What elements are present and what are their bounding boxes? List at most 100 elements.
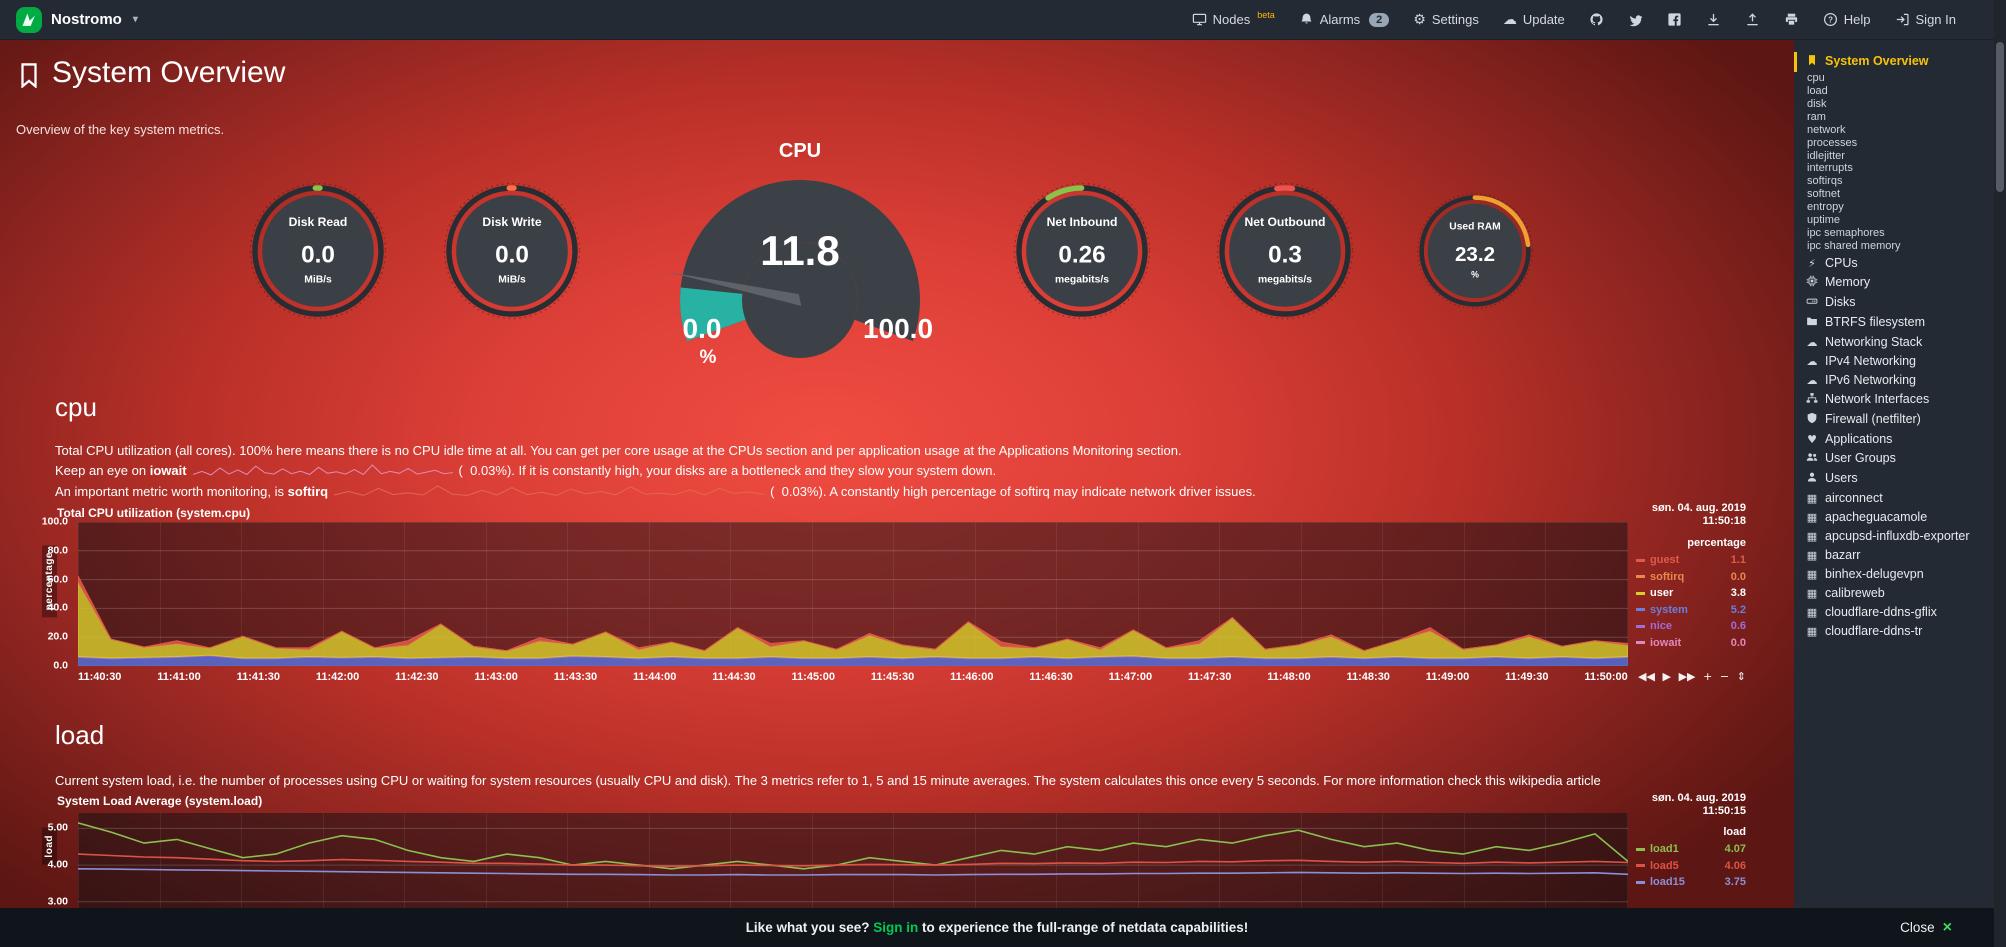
sidebar-item-disk[interactable]: disk — [1794, 98, 1994, 111]
sidebar-item-firewall-netfilter-[interactable]: Firewall (netfilter) — [1794, 410, 1994, 430]
facebook-button[interactable] — [1667, 12, 1682, 27]
brand-menu[interactable]: Nostromo ▾ — [16, 6, 138, 33]
sidebar-item-ipc-shared-memory[interactable]: ipc shared memory — [1794, 240, 1994, 254]
zoom-out-button[interactable]: − — [1719, 670, 1730, 683]
x-tick-label: 11:44:00 — [632, 671, 677, 683]
alarms-button[interactable]: Alarms 2 — [1299, 12, 1390, 27]
sidebar-item-load[interactable]: load — [1794, 85, 1994, 98]
sidebar-item-softnet[interactable]: softnet — [1794, 189, 1994, 202]
twitter-button[interactable] — [1628, 12, 1643, 27]
grid-icon: ▦ — [1806, 586, 1818, 600]
sidebar-item-softirqs[interactable]: softirqs — [1794, 176, 1994, 189]
sidebar-item-ipv4-networking[interactable]: ☁ IPv4 Networking — [1794, 352, 1994, 371]
disk-read-gauge[interactable]: Disk Read 0.0 MiB/s — [246, 179, 390, 328]
help-button[interactable]: ? Help — [1823, 12, 1871, 27]
sidebar-item-calibreweb[interactable]: ▦ calibreweb — [1794, 584, 1994, 603]
sidebar-item-btrfs-filesystem[interactable]: BTRFS filesystem — [1794, 313, 1994, 333]
close-banner-button[interactable]: Close × — [1900, 919, 1952, 936]
legend-row-system[interactable]: system 5.2 — [1636, 602, 1746, 619]
cpu-gauge-dial: 11.8 0.0 100.0 % — [668, 180, 933, 368]
sidebar-item-network-interfaces[interactable]: Network Interfaces — [1794, 390, 1994, 410]
sidebar-item-memory[interactable]: Memory — [1794, 273, 1994, 293]
sidebar-item-label: Network Interfaces — [1825, 391, 1930, 406]
hostname-label: Nostromo — [51, 11, 122, 28]
legend-swatch — [1636, 864, 1645, 868]
sidebar-item-system-overview[interactable]: System Overview — [1794, 52, 1994, 72]
legend-name: load1 — [1650, 843, 1679, 856]
export-snapshot-button[interactable] — [1706, 12, 1721, 27]
facebook-icon — [1667, 12, 1682, 27]
vertical-resize-button[interactable]: ⇕ — [1736, 670, 1746, 683]
net-inbound-gauge[interactable]: Net Inbound 0.26 megabits/s — [1010, 179, 1154, 328]
sidebar-item-interrupts[interactable]: interrupts — [1794, 163, 1994, 176]
softirq-sparkline — [333, 484, 765, 501]
legend-row-guest[interactable]: guest 1.1 — [1636, 552, 1746, 569]
sidebar-item-apcupsd-influxdb-exporter[interactable]: ▦ apcupsd-influxdb-exporter — [1794, 527, 1994, 546]
sidebar-item-binhex-delugevpn[interactable]: ▦ binhex-delugevpn — [1794, 565, 1994, 584]
legend-row-load1[interactable]: load1 4.07 — [1636, 841, 1746, 858]
sidebar-item-cloudflare-ddns-tr[interactable]: ▦ cloudflare-ddns-tr — [1794, 622, 1994, 641]
zoom-in-button[interactable]: + — [1703, 670, 1713, 683]
help-icon: ? — [1823, 12, 1838, 27]
sidebar-item-label: ipc shared memory — [1807, 240, 1901, 253]
svg-text:0.26: 0.26 — [1058, 242, 1105, 269]
net-outbound-gauge[interactable]: Net Outbound 0.3 megabits/s — [1213, 179, 1357, 328]
sidebar-item-cpus[interactable]: ⚡ CPUs — [1794, 254, 1994, 273]
sidebar-item-uptime[interactable]: uptime — [1794, 215, 1994, 228]
sidebar-item-ram[interactable]: ram — [1794, 111, 1994, 124]
sidebar-item-disks[interactable]: Disks — [1794, 293, 1994, 313]
desc-text: Keep an eye on — [55, 463, 150, 478]
sidebar-item-label: Users — [1825, 470, 1858, 485]
sidebar-item-user-groups[interactable]: User Groups — [1794, 449, 1994, 469]
sidebar-item-entropy[interactable]: entropy — [1794, 202, 1994, 215]
pan-forward-button[interactable]: ▶▶ — [1678, 670, 1696, 683]
scrollbar-thumb[interactable] — [1996, 42, 2004, 192]
sidebar-item-cpu[interactable]: cpu — [1794, 72, 1994, 85]
sidebar-item-network[interactable]: network — [1794, 124, 1994, 137]
signin-icon — [1895, 12, 1910, 27]
sidebar-item-cloudflare-ddns-gflix[interactable]: ▦ cloudflare-ddns-gflix — [1794, 603, 1994, 622]
sidebar-item-airconnect[interactable]: ▦ airconnect — [1794, 489, 1994, 508]
load-chart-plot[interactable] — [77, 813, 1629, 908]
sidebar-item-idlejitter[interactable]: idlejitter — [1794, 150, 1994, 163]
sidebar-item-users[interactable]: Users — [1794, 469, 1994, 489]
sidebar-item-label: System Overview — [1825, 54, 1929, 68]
legend-value: 0.0 — [1730, 570, 1746, 583]
sidebar-item-apacheguacamole[interactable]: ▦ apacheguacamole — [1794, 508, 1994, 527]
print-button[interactable] — [1784, 12, 1799, 27]
page-scrollbar[interactable] — [1994, 0, 2006, 947]
hdd-icon — [1804, 295, 1820, 311]
cpu-desc-2: Keep an eye on iowait ( 0.03%). If it is … — [55, 463, 996, 480]
legend-row-softirq[interactable]: softirq 0.0 — [1636, 569, 1746, 586]
legend-row-user[interactable]: user 3.8 — [1636, 585, 1746, 602]
svg-text:Net Inbound: Net Inbound — [1047, 215, 1118, 229]
import-snapshot-button[interactable] — [1745, 12, 1760, 27]
nodes-button[interactable]: Nodes beta — [1192, 10, 1275, 27]
legend-row-load15[interactable]: load15 3.75 — [1636, 874, 1746, 891]
sidebar-item-networking-stack[interactable]: ☁ Networking Stack — [1794, 333, 1994, 352]
netdata-logo-icon — [16, 6, 42, 33]
sidebar-item-processes[interactable]: processes — [1794, 137, 1994, 150]
legend-row-nice[interactable]: nice 0.6 — [1636, 618, 1746, 635]
play-button[interactable]: ▶ — [1662, 670, 1671, 683]
update-label: Update — [1522, 12, 1565, 27]
settings-button[interactable]: ⚙ Settings — [1413, 12, 1479, 27]
pan-backward-button[interactable]: ◀◀ — [1638, 670, 1655, 683]
used-ram-gauge[interactable]: Used RAM 23.2% — [1414, 190, 1536, 317]
sidebar-item-applications[interactable]: ♥ Applications — [1794, 430, 1994, 449]
github-button[interactable] — [1589, 12, 1604, 27]
disk-write-gauge[interactable]: Disk Write 0.0 MiB/s — [440, 179, 584, 328]
sidebar-item-ipv6-networking[interactable]: ☁ IPv6 Networking — [1794, 371, 1994, 390]
update-button[interactable]: ☁ Update — [1503, 12, 1565, 27]
sidebar-item-ipc-semaphores[interactable]: ipc semaphores — [1794, 228, 1994, 241]
legend-name: load5 — [1650, 859, 1679, 872]
sidebar-item-bazarr[interactable]: ▦ bazarr — [1794, 546, 1994, 565]
signin-button[interactable]: Sign In — [1895, 12, 1956, 27]
x-tick-label: 11:44:30 — [712, 671, 756, 683]
x-tick-label: 11:47:00 — [1108, 671, 1153, 683]
legend-row-load5[interactable]: load5 4.06 — [1636, 858, 1746, 875]
cpu-chart-plot[interactable] — [77, 521, 1629, 667]
signin-link[interactable]: Sign in — [873, 920, 919, 935]
legend-row-iowait[interactable]: iowait 0.0 — [1636, 635, 1746, 652]
cpu-gauge[interactable]: CPU 11.8 0.0 100.0 % — [650, 140, 950, 375]
